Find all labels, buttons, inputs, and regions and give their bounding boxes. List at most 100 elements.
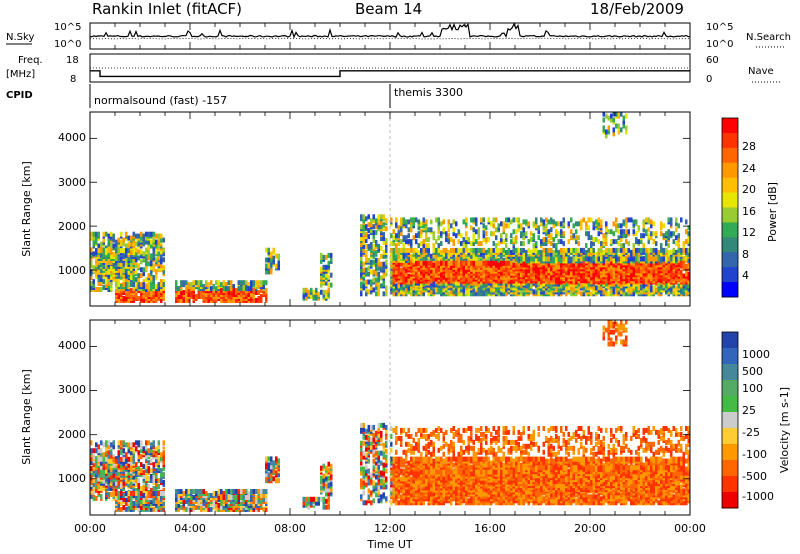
power-cell bbox=[662, 260, 665, 266]
power-cell bbox=[655, 274, 658, 280]
power-cell bbox=[132, 241, 135, 247]
power-cell bbox=[647, 283, 650, 289]
power-cell bbox=[557, 260, 560, 266]
power-cell bbox=[477, 260, 480, 266]
power-cell bbox=[402, 279, 405, 285]
power-cell bbox=[222, 280, 225, 286]
power-cell bbox=[140, 259, 143, 265]
power-cell bbox=[100, 267, 103, 273]
power-cell bbox=[447, 257, 450, 263]
power-cell bbox=[102, 279, 105, 285]
power-cell bbox=[390, 269, 393, 275]
power-cell bbox=[682, 255, 685, 261]
power-cell bbox=[660, 247, 663, 253]
power-cell bbox=[255, 297, 258, 303]
power-cell bbox=[130, 241, 133, 247]
power-cell bbox=[590, 262, 593, 268]
power-cell bbox=[507, 260, 510, 266]
power-cell bbox=[527, 253, 530, 259]
power-cell bbox=[460, 260, 463, 266]
power-cell bbox=[162, 251, 165, 257]
power-cell bbox=[130, 294, 133, 299]
power-cell bbox=[540, 249, 543, 255]
power-cell bbox=[360, 242, 363, 247]
power-cell bbox=[320, 258, 323, 264]
power-cell bbox=[490, 260, 493, 266]
power-cell bbox=[480, 260, 483, 266]
power-cell bbox=[677, 251, 680, 257]
power-cell bbox=[490, 247, 493, 253]
power-cell bbox=[425, 260, 428, 266]
power-cell bbox=[277, 265, 280, 271]
power-cell bbox=[405, 275, 408, 281]
power-cell bbox=[665, 281, 668, 287]
power-cell bbox=[652, 256, 655, 262]
power-cell bbox=[657, 249, 660, 255]
power-cell bbox=[492, 247, 495, 253]
power-cell bbox=[455, 283, 458, 289]
power-cell bbox=[650, 256, 653, 262]
power-cell bbox=[242, 286, 245, 292]
power-cell bbox=[110, 243, 113, 249]
power-cell bbox=[412, 291, 415, 297]
power-cell bbox=[120, 267, 123, 273]
power-cell bbox=[272, 255, 275, 261]
power-cell bbox=[220, 288, 223, 294]
power-cell bbox=[155, 239, 158, 245]
power-cell bbox=[472, 268, 475, 274]
power-cell bbox=[182, 280, 185, 286]
nsky-label: N.Sky bbox=[6, 32, 34, 43]
power-cell bbox=[390, 241, 393, 247]
power-cell bbox=[362, 283, 365, 289]
power-cell bbox=[395, 237, 398, 243]
power-cell bbox=[637, 256, 640, 262]
power-cell bbox=[375, 249, 378, 255]
power-cell bbox=[390, 233, 393, 239]
power-cell bbox=[320, 266, 323, 272]
power-cell bbox=[400, 253, 403, 259]
power-cell bbox=[622, 256, 625, 262]
power-cell bbox=[552, 258, 555, 264]
power-cell bbox=[455, 251, 458, 257]
power-cell bbox=[450, 247, 453, 253]
power-cell bbox=[160, 263, 163, 269]
power-cell bbox=[632, 270, 635, 276]
power-cell bbox=[372, 214, 375, 220]
power-cell bbox=[375, 271, 378, 277]
power-cell bbox=[610, 270, 613, 276]
power-cell bbox=[302, 287, 305, 293]
power-cell bbox=[652, 262, 655, 268]
power-cell bbox=[102, 237, 105, 243]
power-cell bbox=[687, 271, 690, 277]
power-cell bbox=[155, 243, 158, 249]
power-cell bbox=[245, 280, 248, 286]
power-cell bbox=[160, 259, 163, 265]
power-cell bbox=[457, 289, 460, 295]
power-cell bbox=[587, 247, 590, 253]
power-cell bbox=[232, 292, 235, 297]
power-cell bbox=[415, 260, 418, 266]
cpid-segment-2: themis 3300 bbox=[394, 86, 463, 99]
power-cell bbox=[445, 260, 448, 266]
power-cell bbox=[547, 262, 550, 268]
power-cell bbox=[687, 283, 690, 289]
power-cell bbox=[155, 247, 158, 253]
power-cell bbox=[660, 256, 663, 262]
power-cell bbox=[580, 283, 583, 289]
power-cell bbox=[427, 266, 430, 272]
power-cell bbox=[112, 243, 115, 249]
power-cell bbox=[97, 287, 100, 292]
power-cell bbox=[402, 269, 405, 275]
power-cell bbox=[215, 297, 218, 303]
power-cell bbox=[105, 283, 108, 288]
power-cell bbox=[130, 250, 133, 256]
power-cell bbox=[545, 256, 548, 262]
power-cell bbox=[582, 247, 585, 253]
power-cell bbox=[162, 257, 165, 263]
power-cell bbox=[150, 231, 153, 237]
power-cell bbox=[485, 260, 488, 266]
power-cell bbox=[565, 256, 568, 262]
power-cell bbox=[587, 256, 590, 262]
power-cell bbox=[187, 297, 190, 303]
power-cell bbox=[605, 281, 608, 287]
